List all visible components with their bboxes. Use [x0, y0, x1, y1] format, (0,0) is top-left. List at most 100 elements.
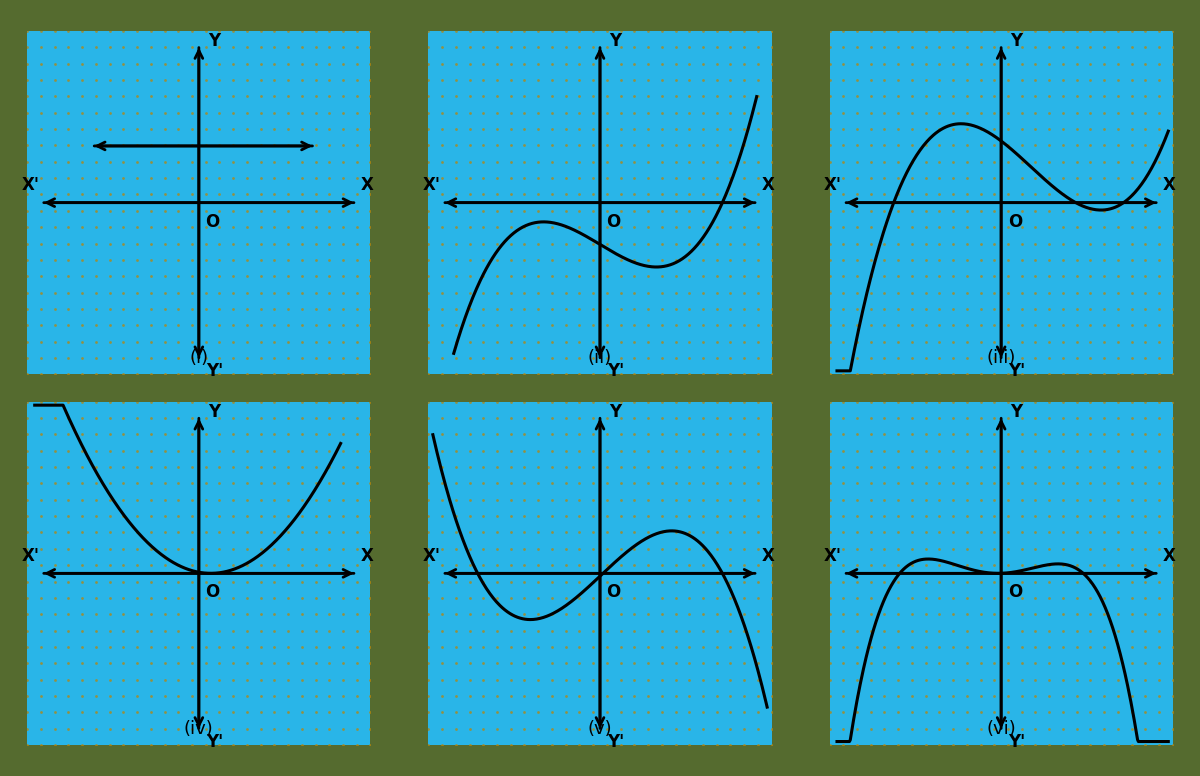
Point	[556, 608, 575, 621]
Point	[127, 559, 146, 571]
Point	[1135, 74, 1154, 86]
Point	[182, 123, 202, 135]
Point	[46, 608, 65, 621]
Point	[432, 641, 451, 653]
Point	[1012, 706, 1031, 719]
Point	[18, 90, 37, 102]
Point	[971, 690, 990, 702]
Point	[542, 303, 562, 315]
Point	[1039, 641, 1058, 653]
Point	[432, 559, 451, 571]
Point	[419, 123, 438, 135]
Point	[265, 25, 284, 37]
Point	[902, 286, 922, 299]
Point	[182, 57, 202, 70]
Point	[583, 526, 602, 539]
Point	[583, 270, 602, 282]
Point	[529, 657, 548, 670]
Point	[306, 205, 325, 217]
Point	[958, 690, 977, 702]
Point	[666, 123, 685, 135]
Point	[985, 139, 1004, 151]
Point	[1163, 461, 1182, 473]
Point	[916, 172, 935, 185]
Point	[265, 445, 284, 457]
Point	[583, 237, 602, 250]
Point	[652, 412, 671, 424]
Point	[293, 657, 312, 670]
Point	[155, 575, 174, 587]
Point	[86, 706, 106, 719]
Point	[943, 591, 962, 604]
Point	[1067, 139, 1086, 151]
Point	[1054, 106, 1073, 119]
Point	[31, 319, 50, 331]
Point	[611, 205, 630, 217]
Point	[169, 510, 188, 522]
Point	[487, 237, 506, 250]
Point	[694, 706, 713, 719]
Point	[762, 254, 781, 266]
Point	[1054, 641, 1073, 653]
Point	[1026, 625, 1045, 637]
Point	[762, 303, 781, 315]
Point	[1163, 319, 1182, 331]
Point	[72, 559, 91, 571]
Point	[1039, 106, 1058, 119]
Point	[100, 657, 119, 670]
Point	[169, 270, 188, 282]
Point	[169, 123, 188, 135]
Point	[707, 25, 726, 37]
Point	[59, 41, 78, 54]
Point	[238, 559, 257, 571]
Point	[638, 254, 658, 266]
Point	[652, 722, 671, 735]
Point	[834, 189, 853, 201]
Point	[570, 123, 589, 135]
Point	[487, 172, 506, 185]
Point	[1067, 237, 1086, 250]
Point	[114, 303, 133, 315]
Point	[196, 608, 215, 621]
Point	[652, 237, 671, 250]
Point	[100, 106, 119, 119]
Point	[446, 706, 466, 719]
Point	[319, 559, 338, 571]
Point	[707, 575, 726, 587]
Point	[1026, 319, 1045, 331]
Point	[834, 706, 853, 719]
Point	[902, 368, 922, 380]
Point	[598, 335, 617, 348]
Point	[1135, 90, 1154, 102]
Point	[862, 270, 881, 282]
Point	[734, 106, 754, 119]
Point	[169, 428, 188, 441]
Point	[734, 559, 754, 571]
Point	[1026, 494, 1045, 506]
Point	[1054, 25, 1073, 37]
Point	[583, 189, 602, 201]
Point	[487, 319, 506, 331]
Point	[100, 123, 119, 135]
Point	[1054, 461, 1073, 473]
Point	[223, 591, 242, 604]
Point	[86, 657, 106, 670]
Point	[542, 123, 562, 135]
Point	[1122, 625, 1141, 637]
Point	[611, 739, 630, 751]
Point	[446, 575, 466, 587]
Point	[1109, 335, 1128, 348]
Point	[1150, 254, 1169, 266]
Point	[1094, 477, 1114, 490]
Point	[652, 559, 671, 571]
Point	[1094, 205, 1114, 217]
Point	[1122, 542, 1141, 555]
Point	[278, 368, 298, 380]
Point	[210, 494, 229, 506]
Text: O: O	[607, 213, 620, 230]
Point	[1094, 591, 1114, 604]
Point	[598, 526, 617, 539]
Point	[875, 641, 894, 653]
Point	[86, 189, 106, 201]
Point	[834, 575, 853, 587]
